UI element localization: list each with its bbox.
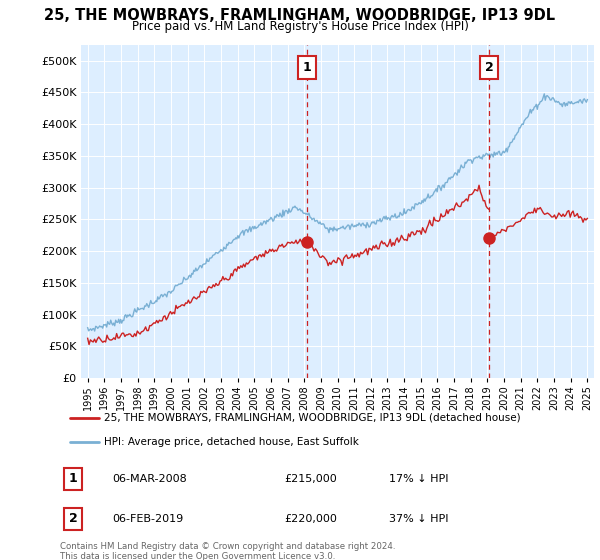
Text: 1: 1 [302, 60, 311, 73]
Text: 37% ↓ HPI: 37% ↓ HPI [389, 514, 448, 524]
Text: 2: 2 [485, 60, 493, 73]
Text: 1: 1 [68, 472, 77, 485]
Text: Price paid vs. HM Land Registry's House Price Index (HPI): Price paid vs. HM Land Registry's House … [131, 20, 469, 32]
Text: 25, THE MOWBRAYS, FRAMLINGHAM, WOODBRIDGE, IP13 9DL (detached house): 25, THE MOWBRAYS, FRAMLINGHAM, WOODBRIDG… [104, 413, 521, 423]
Text: 2: 2 [68, 512, 77, 525]
Text: £215,000: £215,000 [284, 474, 337, 484]
Text: 06-FEB-2019: 06-FEB-2019 [112, 514, 184, 524]
Text: £220,000: £220,000 [284, 514, 337, 524]
Text: 06-MAR-2008: 06-MAR-2008 [112, 474, 187, 484]
Text: HPI: Average price, detached house, East Suffolk: HPI: Average price, detached house, East… [104, 437, 359, 447]
Text: Contains HM Land Registry data © Crown copyright and database right 2024.
This d: Contains HM Land Registry data © Crown c… [60, 542, 395, 560]
Text: 17% ↓ HPI: 17% ↓ HPI [389, 474, 448, 484]
Text: 25, THE MOWBRAYS, FRAMLINGHAM, WOODBRIDGE, IP13 9DL: 25, THE MOWBRAYS, FRAMLINGHAM, WOODBRIDG… [44, 8, 556, 24]
